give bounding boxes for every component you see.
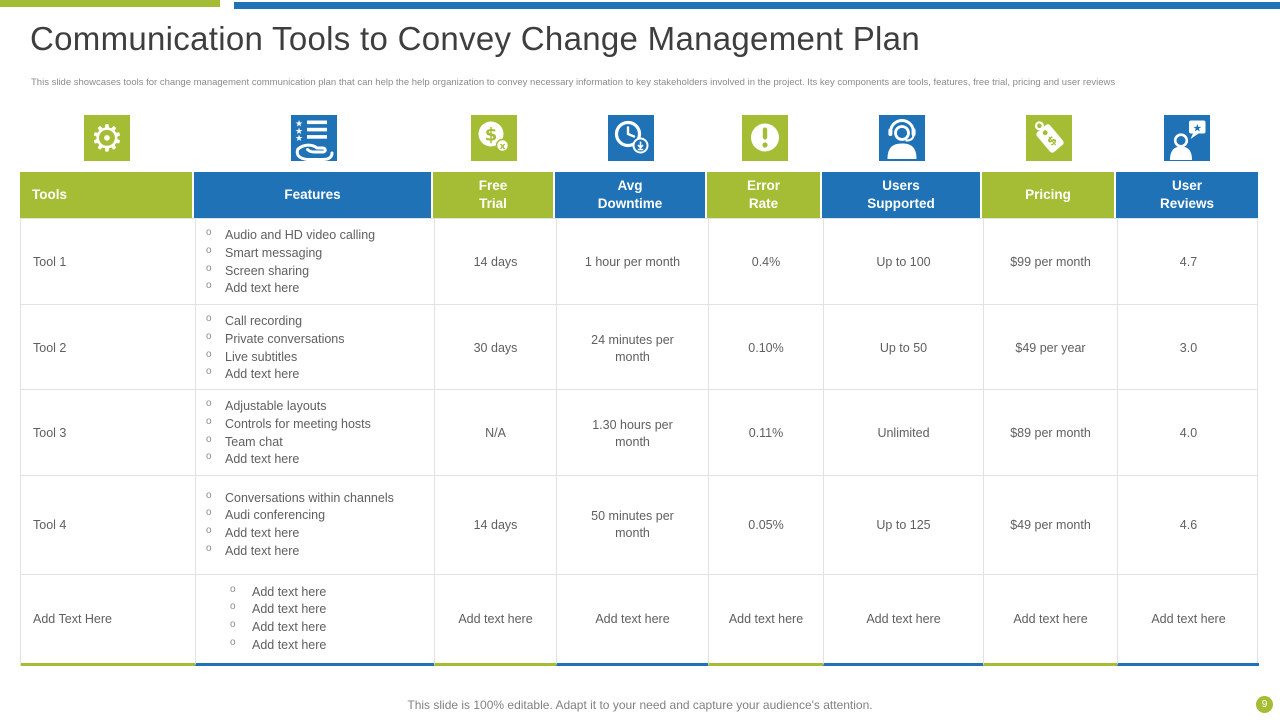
cell-avg-downtime: 1 hour per month <box>556 219 708 306</box>
feature-item: Adjustable layouts <box>202 397 371 416</box>
cell-free-trial: N/A <box>434 390 556 477</box>
cell-tool-name: Tool 2 <box>33 341 67 356</box>
svg-text:$: $ <box>485 125 498 146</box>
cell-user-reviews: 4.0 <box>1117 390 1259 477</box>
cell-pricing: $99 per month <box>983 219 1117 306</box>
feature-item: Call recording <box>202 312 345 331</box>
feature-item: Add text here <box>202 583 326 602</box>
column-header-free-trial: Free Trial <box>433 172 555 218</box>
cell-error-rate: 0.4% <box>708 219 823 306</box>
cell-user-reviews: 3.0 <box>1117 305 1259 392</box>
column-header-error-rate: Error Rate <box>707 172 822 218</box>
feature-item: Audi conferencing <box>202 506 394 525</box>
cell-pricing: Add text here <box>983 575 1117 666</box>
cell-pricing: $49 per month <box>983 476 1117 574</box>
user-review-icon: ★ <box>1164 115 1210 161</box>
column-header-user-reviews: User Reviews <box>1116 172 1258 218</box>
column-header-features: Features <box>194 172 433 218</box>
table-row-tool4: Tool 4 Conversations within channels Aud… <box>20 476 1258 575</box>
cell-avg-downtime: 24 minutes per month <box>556 305 708 392</box>
cell-avg-downtime: 50 minutes per month <box>556 476 708 574</box>
cell-tool-name: Tool 4 <box>33 517 67 532</box>
cell-avg-downtime: 1.30 hours per month <box>556 390 708 477</box>
column-header-pricing: Pricing <box>982 172 1116 218</box>
column-header-users-supported: Users Supported <box>822 172 982 218</box>
svg-text:x: x <box>500 142 506 152</box>
footer-note: This slide is 100% editable. Adapt it to… <box>407 698 873 712</box>
feature-item: Audio and HD video calling <box>202 226 375 245</box>
cell-user-reviews: 4.6 <box>1117 476 1259 574</box>
feature-item: Add text here <box>202 618 326 637</box>
table-body: Tool 1 Audio and HD video calling Smart … <box>20 218 1259 666</box>
table-row-tool3: Tool 3 Adjustable layouts Controls for m… <box>20 390 1259 477</box>
free-trial-dollar-icon: $ x <box>471 115 517 161</box>
feature-item: Smart messaging <box>202 244 375 263</box>
cell-users-supported: Add text here <box>823 575 983 666</box>
feature-item: Live subtitles <box>202 348 345 367</box>
feature-item: Add text here <box>202 600 326 619</box>
svg-text:★: ★ <box>295 127 303 137</box>
feature-item: Private conversations <box>202 330 345 349</box>
feature-item: Add text here <box>202 365 345 384</box>
feature-item: Add text here <box>202 279 375 298</box>
cell-error-rate: 0.10% <box>708 305 823 392</box>
table-header-row: Tools Features Free Trial Avg Downtime E… <box>20 172 1258 218</box>
cell-features: Audio and HD video calling Smart messagi… <box>195 219 434 306</box>
slide-description: This slide showcases tools for change ma… <box>31 77 1116 88</box>
table-row-placeholder: Add Text Here Add text here Add text her… <box>20 575 1259 666</box>
feature-item: Add text here <box>202 450 371 469</box>
gear-icon: ⚙ <box>84 115 130 161</box>
cell-users-supported: Up to 100 <box>823 219 983 306</box>
page-title: Communication Tools to Convey Change Man… <box>30 20 920 57</box>
feature-item: Controls for meeting hosts <box>202 415 371 434</box>
cell-tool-name: Tool 3 <box>33 426 67 441</box>
cell-user-reviews: Add text here <box>1117 575 1259 666</box>
cell-tool-name: Tool 1 <box>33 255 67 270</box>
cell-users-supported: Up to 50 <box>823 305 983 392</box>
top-accent-bar-blue <box>234 2 1280 9</box>
table-row-tool2: Tool 2 Call recording Private conversati… <box>20 305 1259 392</box>
feature-item: Add text here <box>202 524 394 543</box>
cell-error-rate: Add text here <box>708 575 823 666</box>
cell-tool-name: Add Text Here <box>21 575 195 666</box>
svg-text:★: ★ <box>295 120 303 130</box>
page-number-badge: 9 <box>1256 696 1273 713</box>
feature-item: Add text here <box>202 636 326 655</box>
cell-features: Adjustable layouts Controls for meeting … <box>195 390 434 477</box>
cell-users-supported: Up to 125 <box>823 476 983 574</box>
support-user-icon <box>879 115 925 161</box>
cell-free-trial: 14 days <box>434 219 556 306</box>
table-row-tool1: Tool 1 Audio and HD video calling Smart … <box>20 219 1259 306</box>
cell-error-rate: 0.11% <box>708 390 823 477</box>
cell-user-reviews: 4.7 <box>1117 219 1259 306</box>
feature-item: Add text here <box>202 542 394 561</box>
svg-text:★: ★ <box>1193 122 1202 134</box>
top-accent-bar-green <box>0 0 220 7</box>
downtime-clock-icon <box>608 115 654 161</box>
cell-pricing: $89 per month <box>983 390 1117 477</box>
hand-features-icon: ★ ★ ★ <box>290 115 337 161</box>
feature-item: Screen sharing <box>202 262 375 281</box>
comparison-table: ⚙ ★ ★ ★ $ x <box>20 115 1259 666</box>
column-header-tools: Tools <box>20 172 194 218</box>
cell-free-trial: 30 days <box>434 305 556 392</box>
error-exclamation-icon <box>741 115 788 161</box>
feature-item: Team chat <box>202 433 371 452</box>
feature-item: Conversations within channels <box>202 489 394 508</box>
cell-features: Conversations within channels Audi confe… <box>195 476 434 574</box>
cell-error-rate: 0.05% <box>708 476 823 574</box>
cell-free-trial: 14 days <box>434 476 556 574</box>
svg-text:★: ★ <box>295 134 303 144</box>
price-tag-icon: $ <box>1026 115 1072 161</box>
column-icons-row: ⚙ ★ ★ ★ $ x <box>20 115 1258 172</box>
column-header-avg-downtime: Avg Downtime <box>555 172 707 218</box>
cell-free-trial: Add text here <box>434 575 556 666</box>
cell-users-supported: Unlimited <box>823 390 983 477</box>
cell-features: Call recording Private conversations Liv… <box>195 305 434 392</box>
cell-avg-downtime: Add text here <box>556 575 708 666</box>
cell-pricing: $49 per year <box>983 305 1117 392</box>
cell-features: Add text here Add text here Add text her… <box>195 575 434 666</box>
